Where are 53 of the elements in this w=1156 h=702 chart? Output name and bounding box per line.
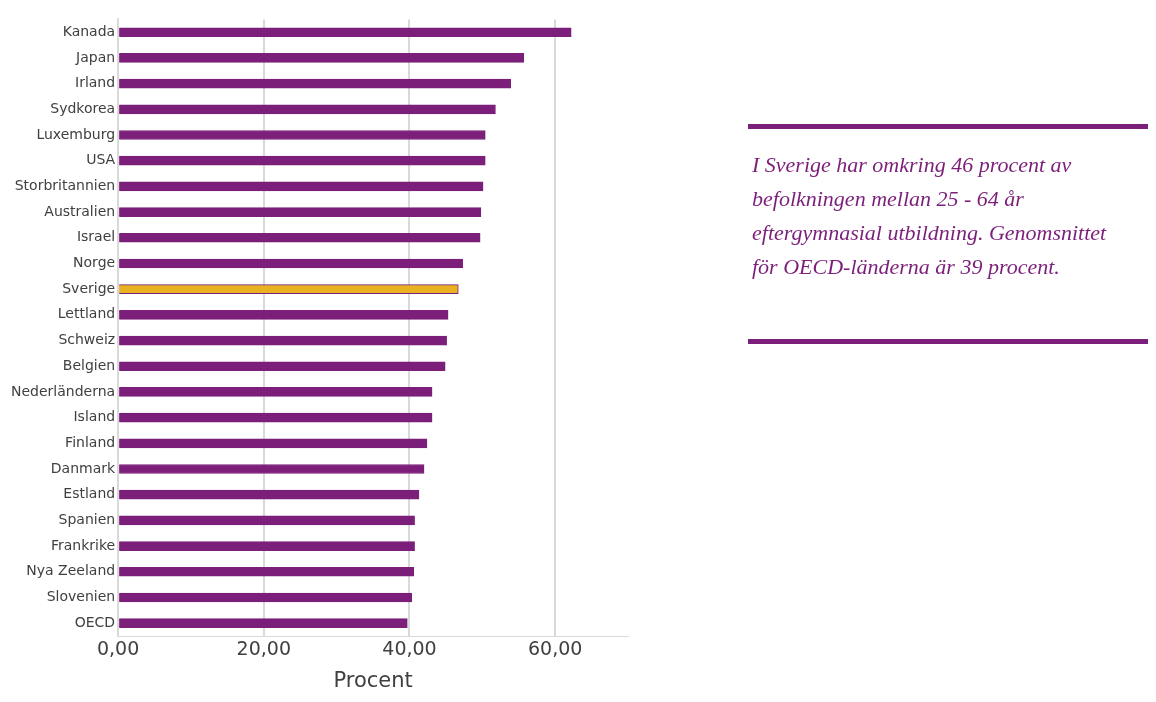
bar [119, 515, 415, 526]
y-tick-label: Frankrike [50, 536, 116, 553]
y-tick-label: Lettland [57, 305, 116, 322]
x-tick-label: 20,00 [236, 637, 292, 660]
y-tick-label: Island [73, 408, 116, 425]
bar [119, 361, 446, 372]
bar [119, 232, 481, 243]
y-tick-label: Israel [76, 228, 116, 245]
bar [119, 155, 486, 166]
x-axis-title: Procent [333, 667, 413, 692]
y-tick-label: Kanada [62, 22, 116, 39]
bar [119, 310, 449, 320]
bar [119, 489, 420, 500]
y-tick-label: Spanien [58, 511, 116, 528]
y-tick-label: Australien [44, 202, 116, 219]
y-tick-label: Danmark [50, 459, 117, 476]
y-tick-label: Belgien [62, 356, 116, 373]
y-tick-label: Luxemburg [36, 125, 116, 142]
y-tick-label: Slovenien [46, 588, 116, 605]
x-tick-label: 60,00 [527, 637, 583, 660]
x-tick-label: 40,00 [382, 637, 437, 660]
bar [119, 78, 512, 89]
y-tick-label: USA [86, 151, 116, 168]
y-tick-label: Nederländerna [10, 382, 116, 399]
bar [119, 130, 486, 140]
y-tick-label: Sydkorea [50, 99, 116, 116]
bar [119, 27, 572, 38]
bar [119, 53, 525, 63]
bar [119, 566, 415, 577]
bar [119, 207, 482, 217]
y-tick-label: Schweiz [58, 331, 116, 348]
text: I Sverige har omkring 46 procent av befolkningen mellan 25 - 64 år eftergymnasial utbildning. Genomsnittet för OECD-länderna är 39 procent. [752, 151, 1108, 281]
bar [119, 412, 433, 423]
bar [119, 541, 415, 551]
bar [119, 387, 433, 397]
y-tick-label: Estland [63, 485, 116, 502]
y-tick-label: Norge [73, 254, 116, 271]
bar [119, 258, 463, 269]
bar [119, 181, 484, 192]
y-tick-label: Nya Zeeland [26, 562, 116, 579]
y-tick-label: Storbritannien [14, 177, 116, 194]
y-tick-label: Finland [65, 433, 116, 450]
bar [119, 438, 428, 449]
bar [119, 618, 408, 628]
y-tick-label: Sverige [62, 279, 116, 296]
bar [119, 592, 413, 603]
bar [119, 464, 425, 474]
bar [119, 104, 496, 115]
y-tick-label: Japan [75, 48, 116, 65]
x-tick-label: 0,00 [96, 637, 140, 660]
bar [119, 335, 447, 346]
y-tick-label: Irland [75, 74, 116, 91]
y-tick-label: OECD [74, 613, 116, 630]
